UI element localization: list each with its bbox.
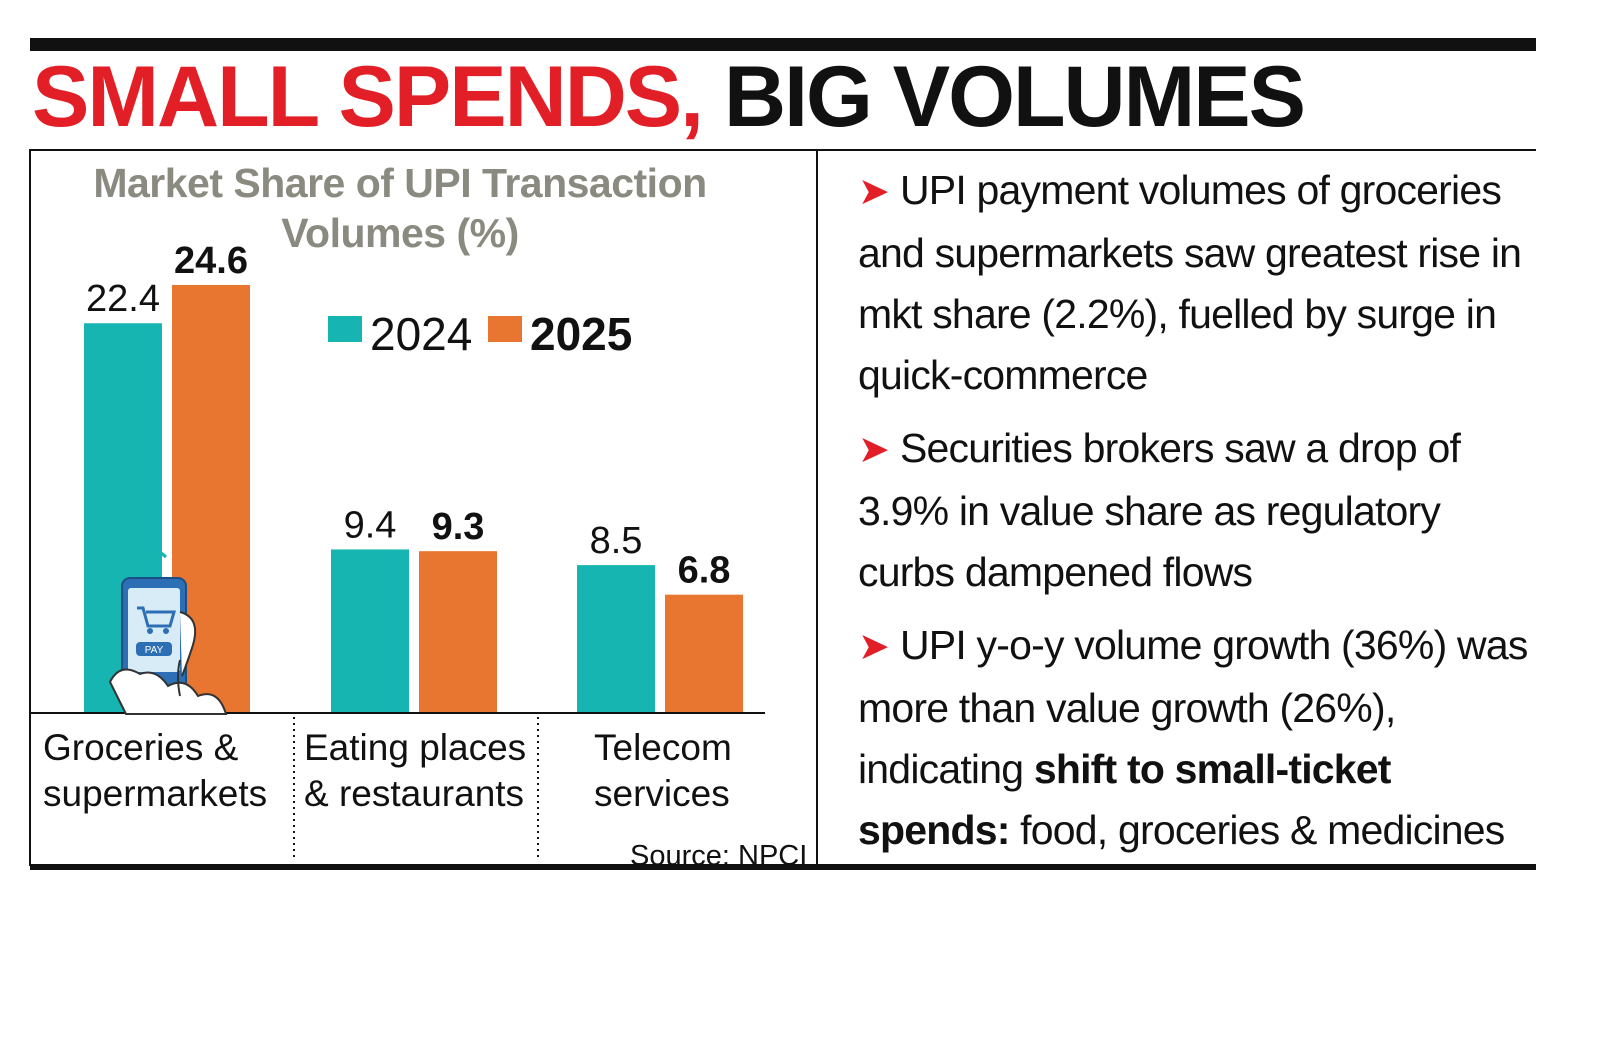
category-label-3-line-1: Telecom	[594, 727, 732, 768]
category-label-2-line-1: Eating places	[304, 727, 526, 768]
chart-title-line1: Market Share of UPI Transaction	[93, 160, 707, 206]
chart-title: Market Share of UPI Transaction Volumes …	[80, 158, 720, 258]
category-label-1-line-1: Groceries &	[43, 727, 239, 768]
category-label-3-line-2: services	[594, 773, 730, 814]
bullet-text: UPI y-o-y volume growth (36%) was more t…	[858, 622, 1528, 792]
bar-chart: 22.4 24.6 9.4 9.3 8.5 6.8 2024 2025 Groceries …	[31, 240, 765, 858]
bar-2025-3	[665, 594, 743, 713]
chart-source: Source: NPCI	[630, 840, 808, 872]
svg-text:PAY: PAY	[145, 645, 164, 656]
legend-label-2024: 2024	[370, 308, 472, 360]
bar-2024-2	[331, 549, 409, 713]
bullet-item: ➤ Securities brokers saw a drop of 3.9% i…	[858, 418, 1538, 603]
bar-2025-2	[419, 551, 497, 713]
headline: SMALL SPENDS, BIG VOLUMES	[32, 48, 1306, 147]
arrow-right-icon: ➤	[858, 171, 890, 213]
bullet-text: UPI payment volumes of groceries and sup…	[858, 167, 1522, 398]
bullet-bold-text: shift to small-ticket spends:	[858, 746, 1391, 853]
bullet-list: ➤ UPI payment volumes of groceries and su…	[858, 160, 1538, 873]
value-label-2024-1: 22.4	[86, 278, 160, 320]
category-label-2-line-2: & restaurants	[304, 773, 524, 814]
top-rule	[30, 38, 1536, 51]
headline-black: BIG VOLUMES	[702, 49, 1306, 145]
content-frame	[29, 149, 1536, 869]
frame-left-border	[29, 150, 31, 866]
phone-pay-icon: PAY	[108, 548, 228, 715]
bar-2024-3	[577, 565, 655, 713]
chart-title-line2: Volumes (%)	[281, 210, 519, 256]
value-label-2025-1: 24.6	[174, 240, 248, 282]
bullet-text: food, groceries & medicines	[1009, 807, 1505, 853]
bullet-item: ➤ UPI payment volumes of groceries and su…	[858, 160, 1538, 406]
legend-swatch-2025	[488, 316, 522, 342]
bullet-item: ➤ UPI y-o-y volume growth (36%) was more …	[858, 615, 1538, 861]
value-label-2024-3: 8.5	[590, 520, 643, 562]
category-label-1-line-2: supermarkets	[43, 773, 267, 814]
value-label-2025-2: 9.3	[432, 506, 485, 548]
value-label-2025-3: 6.8	[678, 550, 731, 592]
arrow-right-icon: ➤	[858, 626, 890, 668]
arrow-right-icon: ➤	[858, 429, 890, 471]
value-label-2024-2: 9.4	[344, 504, 397, 546]
bottom-rule	[30, 864, 1536, 870]
frame-divider	[816, 150, 818, 866]
headline-red: SMALL SPENDS,	[32, 49, 704, 145]
legend-swatch-2024	[328, 316, 362, 342]
legend-label-2025: 2025	[530, 308, 632, 360]
bullet-text: Securities brokers saw a drop of 3.9% in…	[858, 425, 1461, 595]
